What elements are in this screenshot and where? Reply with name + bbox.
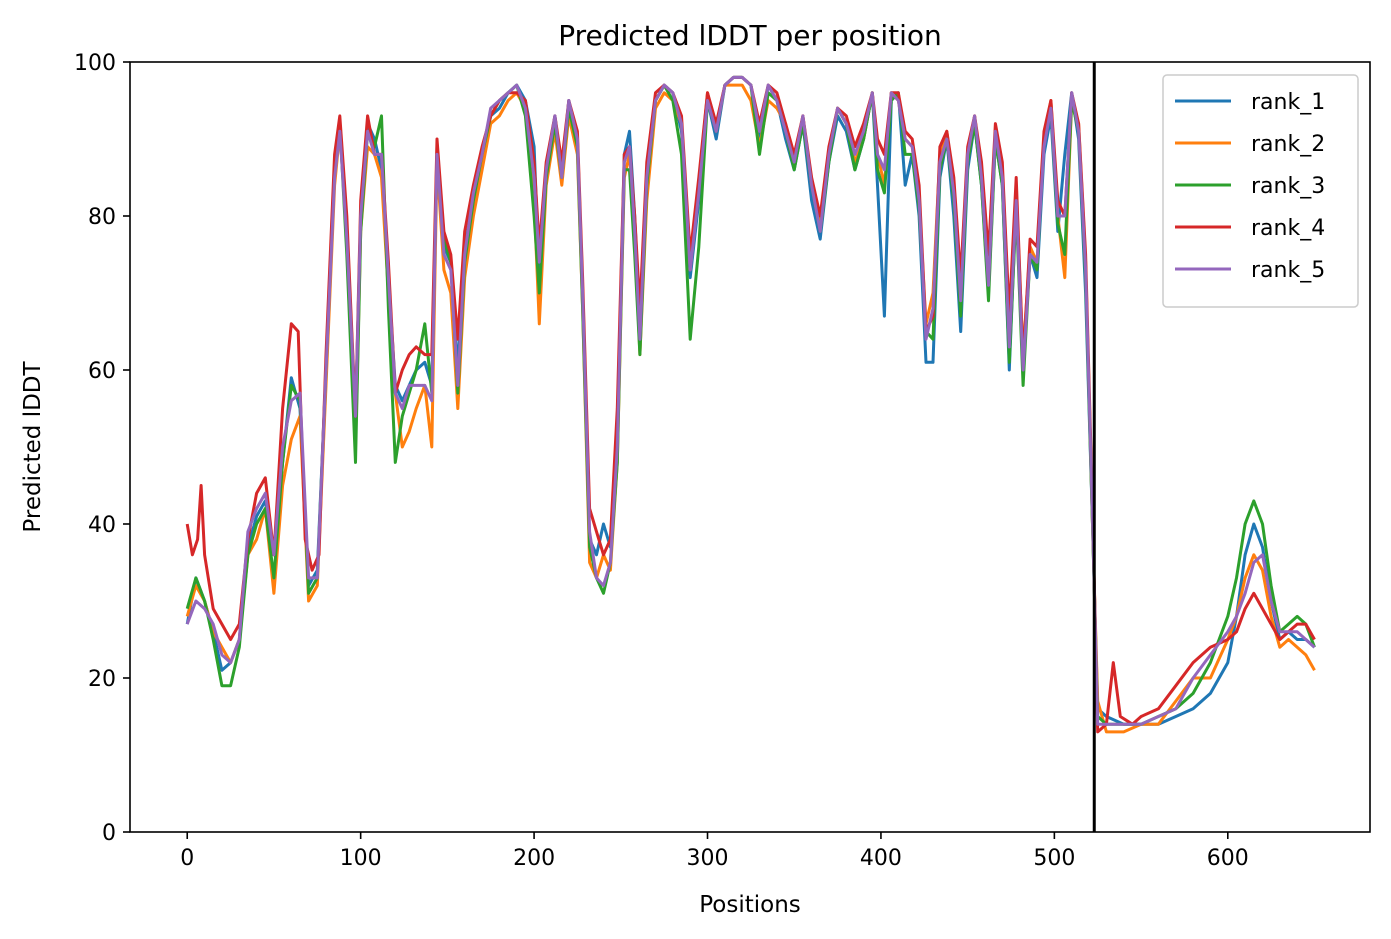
legend-box: [1162, 74, 1359, 308]
y-tick-label: 20: [88, 667, 116, 692]
legend: rank_1 rank_2 rank_3 rank_4 rank_5: [1162, 74, 1359, 308]
y-tick-label: 0: [102, 821, 116, 846]
x-axis: 0 100 200 300 400 500 600: [180, 832, 1249, 871]
y-axis-label: Predicted lDDT: [20, 360, 46, 532]
y-axis: 0 20 40 60 80 100: [74, 51, 130, 846]
x-tick-label: 0: [180, 846, 194, 871]
y-tick-label: 60: [88, 359, 116, 384]
plot-frame: [129, 61, 1371, 833]
legend-label-rank_2: rank_2: [1251, 132, 1325, 157]
x-axis-label: Positions: [699, 892, 801, 918]
x-tick-label: 600: [1207, 846, 1249, 871]
y-tick-label: 100: [74, 51, 116, 76]
y-tick-label: 40: [88, 513, 116, 538]
series-line-rank_1: [185, 75, 1316, 726]
legend-label-rank_5: rank_5: [1251, 258, 1325, 283]
y-tick-label: 80: [88, 205, 116, 230]
x-tick-label: 400: [860, 846, 902, 871]
series-line-rank_5: [185, 75, 1316, 726]
x-tick-label: 200: [513, 846, 555, 871]
plot-area: [129, 61, 1371, 833]
legend-label-rank_4: rank_4: [1251, 216, 1325, 241]
x-tick-label: 100: [340, 846, 382, 871]
x-tick-label: 500: [1033, 846, 1075, 871]
legend-label-rank_3: rank_3: [1251, 174, 1325, 199]
legend-label-rank_1: rank_1: [1251, 90, 1325, 115]
chart-title: Predicted lDDT per position: [558, 19, 942, 52]
x-tick-label: 300: [687, 846, 729, 871]
